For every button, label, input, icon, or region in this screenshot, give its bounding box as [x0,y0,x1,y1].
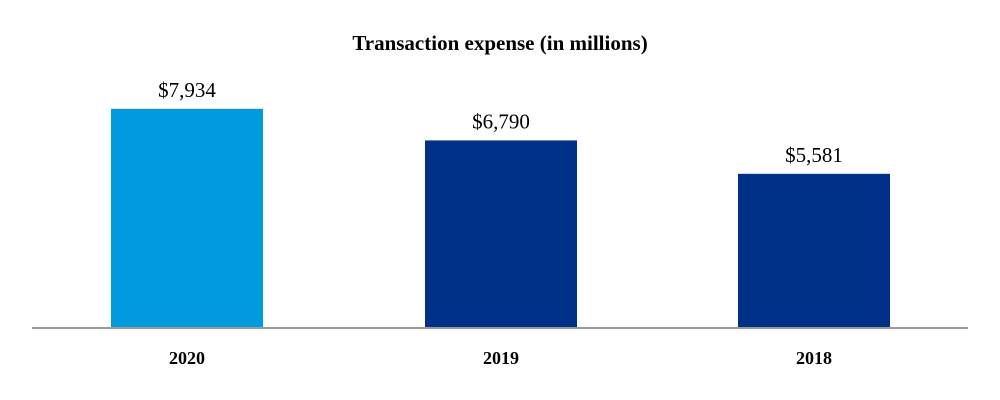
bar-2018 [738,173,890,328]
x-tick-label-2019: 2019 [483,348,519,368]
data-label-2019: $6,790 [472,109,530,133]
bar-2020 [111,108,263,329]
x-tick-label-2018: 2018 [796,348,832,368]
data-label-2018: $5,581 [785,143,843,167]
x-tick-label-2020: 2020 [169,348,205,368]
bar-2019 [425,140,577,328]
bars-group [111,108,890,329]
data-label-2020: $7,934 [158,78,216,102]
chart-title: Transaction expense (in millions) [352,31,647,55]
labels-group: $7,934 2020 $6,790 2019 $5,581 2018 [158,78,843,368]
